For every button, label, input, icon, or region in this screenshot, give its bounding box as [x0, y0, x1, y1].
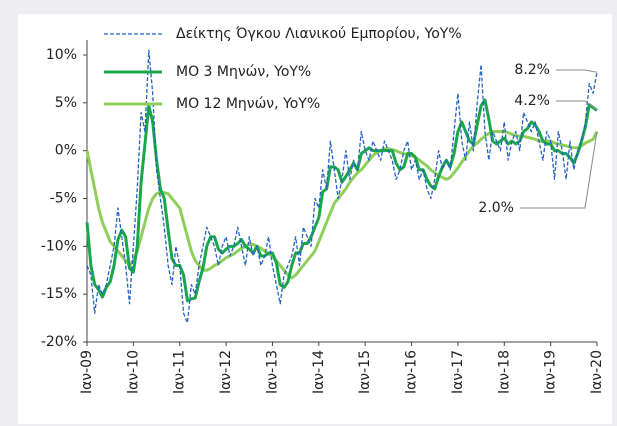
- series-line: [85, 130, 599, 280]
- annotation: 4.2%: [514, 93, 550, 109]
- annotation: 2.0%: [478, 200, 514, 216]
- x-tick-label: Ιαν-16: [404, 350, 420, 394]
- leader-line: [556, 69, 598, 73]
- y-tick-label: 5%: [55, 95, 77, 111]
- legend-label: ΜΟ 3 Μηνών, YoY%: [176, 64, 311, 80]
- x-tick-label: Ιαν-10: [125, 350, 141, 394]
- x-tick-label: Ιαν-12: [218, 350, 234, 394]
- x-tick-label: Ιαν-19: [543, 350, 559, 394]
- y-tick-label: -20%: [41, 334, 77, 350]
- x-tick-label: Ιαν-15: [357, 350, 373, 394]
- legend-label: Δείκτης Όγκου Λιανικού Εμπορίου, YoY%: [176, 26, 462, 42]
- x-tick-label: Ιαν-11: [172, 350, 188, 394]
- leader-line: [556, 100, 598, 111]
- annotation: 8.2%: [514, 62, 550, 78]
- leader-line: [520, 131, 598, 209]
- x-tick-label: Ιαν-17: [450, 350, 466, 394]
- x-tick-label: Ιαν-20: [589, 350, 605, 394]
- x-tick-label: Ιαν-18: [496, 350, 512, 394]
- series-line: [86, 49, 598, 324]
- x-tick-label: Ιαν-13: [264, 350, 280, 394]
- legend-label: ΜΟ 12 Μηνών, YoY%: [176, 96, 320, 112]
- y-tick-label: -15%: [41, 286, 77, 302]
- y-tick-label: -5%: [50, 191, 77, 207]
- x-tick-label: Ιαν-14: [311, 350, 327, 394]
- y-tick-label: 10%: [46, 47, 77, 63]
- y-tick-label: -10%: [41, 238, 77, 254]
- y-tick-label: 0%: [55, 143, 77, 159]
- x-tick-label: Ιαν-09: [79, 350, 95, 394]
